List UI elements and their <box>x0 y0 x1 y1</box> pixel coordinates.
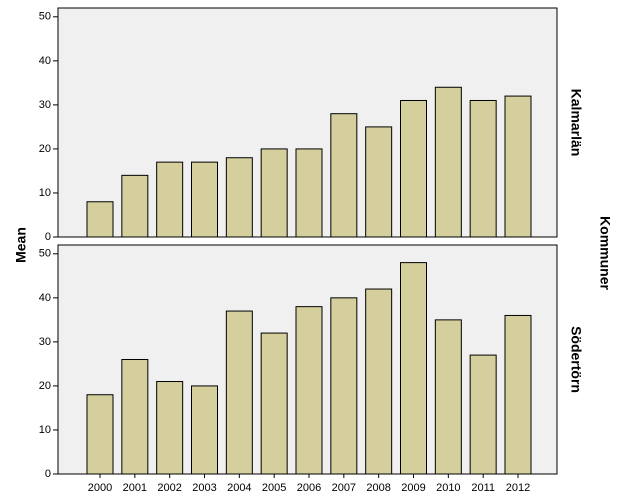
bar <box>400 99 427 238</box>
y-tick-label: 30 <box>39 336 51 348</box>
y-tick-label: 50 <box>39 11 51 23</box>
x-tick-label: 2002 <box>157 482 181 494</box>
bar <box>156 381 184 475</box>
bar <box>295 306 323 475</box>
y-tick-label: 10 <box>39 187 51 199</box>
y-tick-label: 20 <box>39 380 51 392</box>
bar <box>469 354 497 475</box>
bar <box>365 288 393 475</box>
bar <box>400 262 427 475</box>
x-tick-label: 2008 <box>366 482 390 494</box>
bar <box>121 174 149 238</box>
bar <box>260 148 288 238</box>
y-tick-label: 20 <box>39 143 51 155</box>
bar <box>191 161 218 238</box>
bar <box>86 394 114 475</box>
y-axis-label: Mean <box>13 227 29 263</box>
x-tick-label: 2004 <box>227 482 251 494</box>
bar <box>504 314 532 475</box>
x-tick-label: 2006 <box>297 482 321 494</box>
y-tick-label: 40 <box>39 292 51 304</box>
bar <box>225 157 253 238</box>
y-tick-label: 50 <box>39 248 51 260</box>
y-tick-label: 40 <box>39 55 51 67</box>
x-tick-label: 2000 <box>88 482 112 494</box>
bar <box>330 113 358 238</box>
bar <box>330 297 358 475</box>
bar <box>434 86 462 238</box>
y-tick-label: 0 <box>45 468 51 480</box>
y-tick-label: 30 <box>39 99 51 111</box>
bar <box>295 148 323 238</box>
bar <box>365 126 393 238</box>
bar <box>86 201 114 238</box>
x-tick-label: 2012 <box>506 482 530 494</box>
x-tick-label: 2010 <box>436 482 460 494</box>
bar <box>469 99 497 238</box>
panel-label: Kalmarlän <box>568 89 584 157</box>
bar <box>504 95 532 238</box>
facet-label: Kommuner <box>597 216 613 290</box>
x-tick-label: 2003 <box>192 482 216 494</box>
x-tick-label: 2001 <box>123 482 147 494</box>
bar <box>191 385 218 475</box>
panel-label: Södertörn <box>568 326 584 393</box>
bar <box>260 332 288 475</box>
x-tick-label: 2007 <box>332 482 356 494</box>
bar <box>156 161 184 238</box>
y-tick-label: 10 <box>39 424 51 436</box>
x-tick-label: 2009 <box>401 482 425 494</box>
bar <box>121 359 149 475</box>
y-tick-label: 0 <box>45 231 51 243</box>
x-tick-label: 2011 <box>471 482 495 494</box>
bar <box>434 319 462 475</box>
x-tick-label: 2005 <box>262 482 286 494</box>
bar <box>225 310 253 475</box>
